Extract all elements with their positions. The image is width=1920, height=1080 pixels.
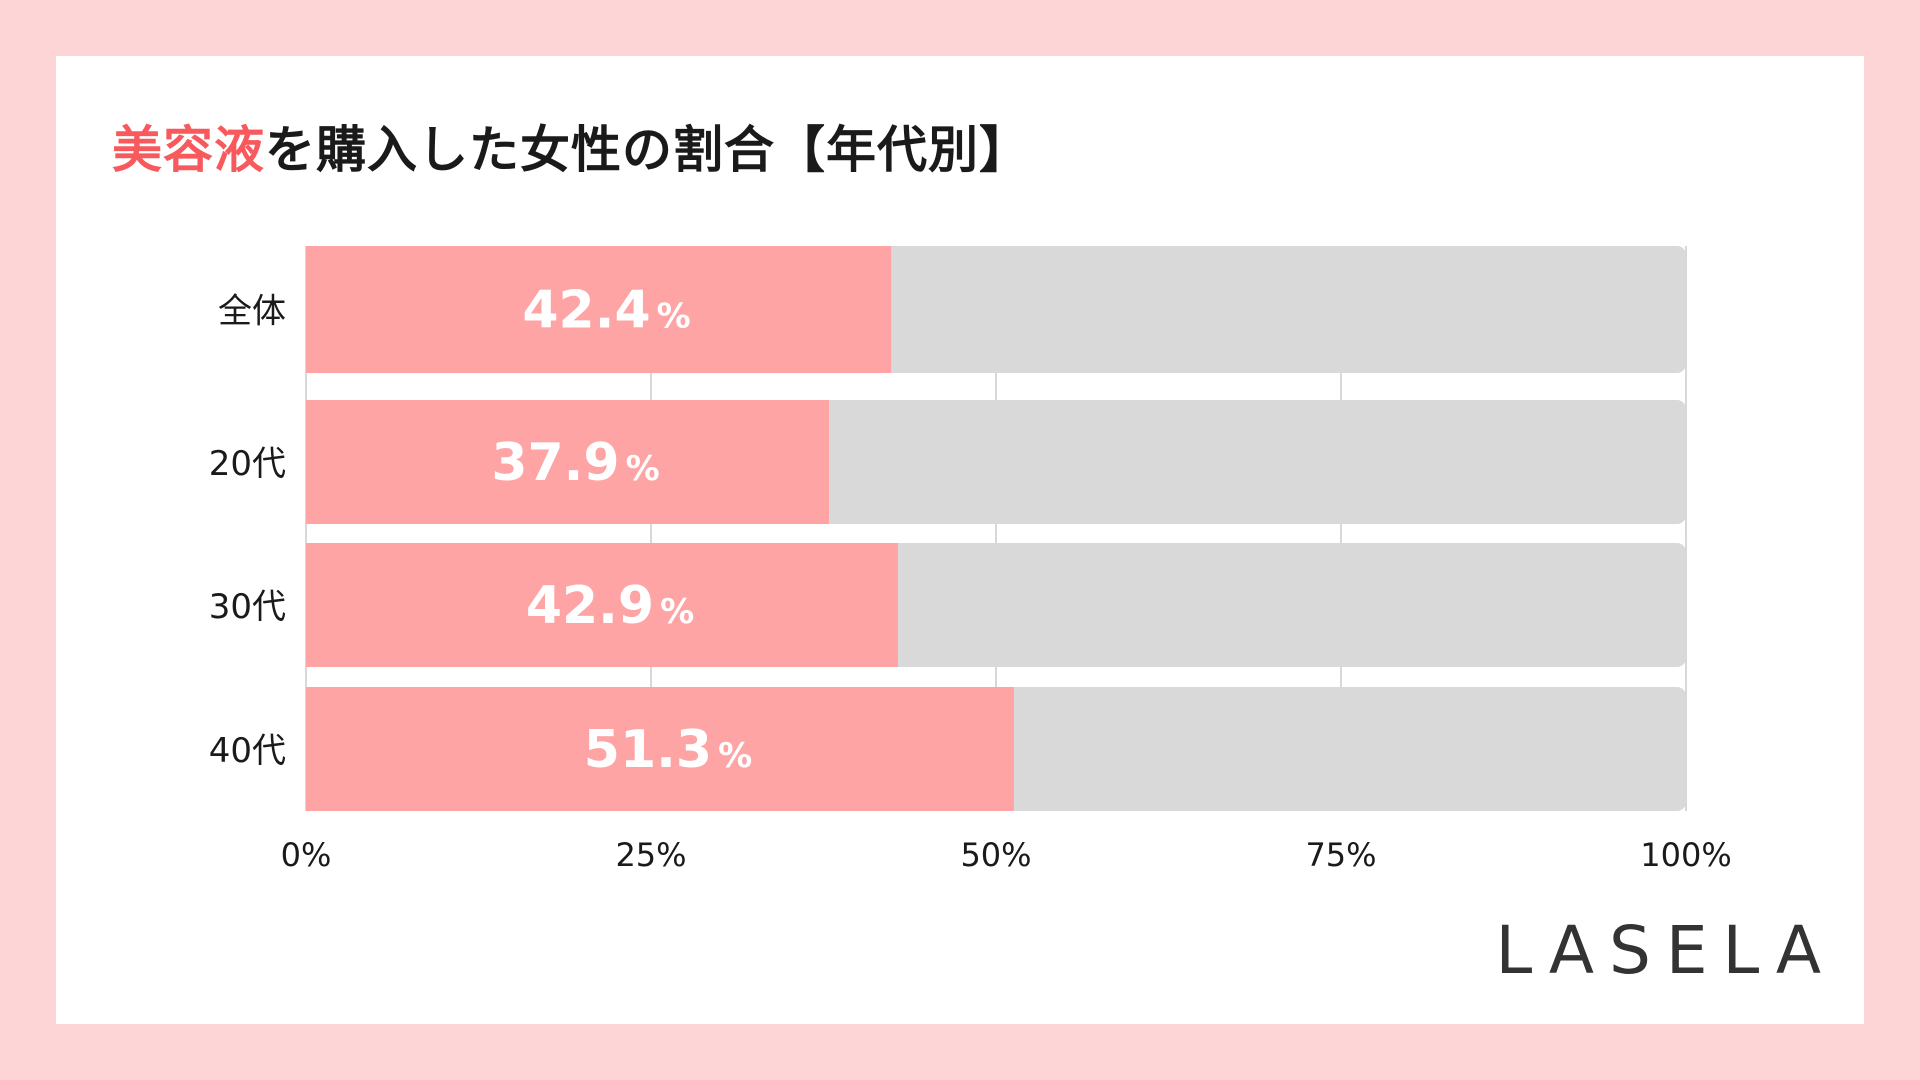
value-number: 37.9 (491, 433, 619, 493)
bar-value (306, 687, 1014, 811)
category-label: 20代 (209, 444, 286, 484)
bar-value (306, 246, 892, 373)
value-number: 42.9 (526, 576, 654, 636)
bars (306, 246, 1686, 811)
value-label: 42.9% (526, 576, 694, 636)
value-unit: % (626, 449, 660, 489)
x-tick-label: 0% (281, 836, 332, 874)
value-number: 51.3 (584, 720, 712, 780)
category-label: 全体 (218, 292, 286, 332)
category-label: 30代 (209, 587, 286, 627)
chart-title: 美容液を購入した女性の割合【年代別】 (112, 110, 1030, 182)
value-unit: % (660, 592, 694, 632)
bar-value (306, 400, 830, 524)
value-label: 51.3% (584, 720, 752, 780)
value-label: 42.4% (522, 281, 690, 341)
chart-panel: 美容液を購入した女性の割合【年代別】 0% 25% 50% 75% 100% 全体 42.4… (56, 56, 1864, 1024)
brand-logo: LASELA (1495, 912, 1836, 989)
x-tick-label: 75% (1305, 836, 1376, 874)
category-label: 40代 (209, 731, 286, 771)
labels: 0% 25% 50% 75% 100% 全体 42.4 % 20代 37.9 % 30代 42.9 % 40… (209, 281, 1732, 875)
value-label: 37.9% (491, 433, 659, 493)
value-unit: % (718, 736, 752, 776)
value-number: 42.4 (522, 281, 650, 341)
x-tick-label: 100% (1640, 836, 1731, 874)
chart-title-accent: 美容液 (112, 121, 265, 179)
bar-chart: 0% 25% 50% 75% 100% 全体 42.4 % 20代 37.9 % 30代 42.9 % 40… (209, 246, 1732, 875)
chart-title-rest: を購入した女性の割合【年代別】 (265, 121, 1030, 179)
x-tick-label: 50% (960, 836, 1031, 874)
value-unit: % (657, 297, 691, 337)
x-tick-label: 25% (615, 836, 686, 874)
bar-value (306, 543, 899, 667)
